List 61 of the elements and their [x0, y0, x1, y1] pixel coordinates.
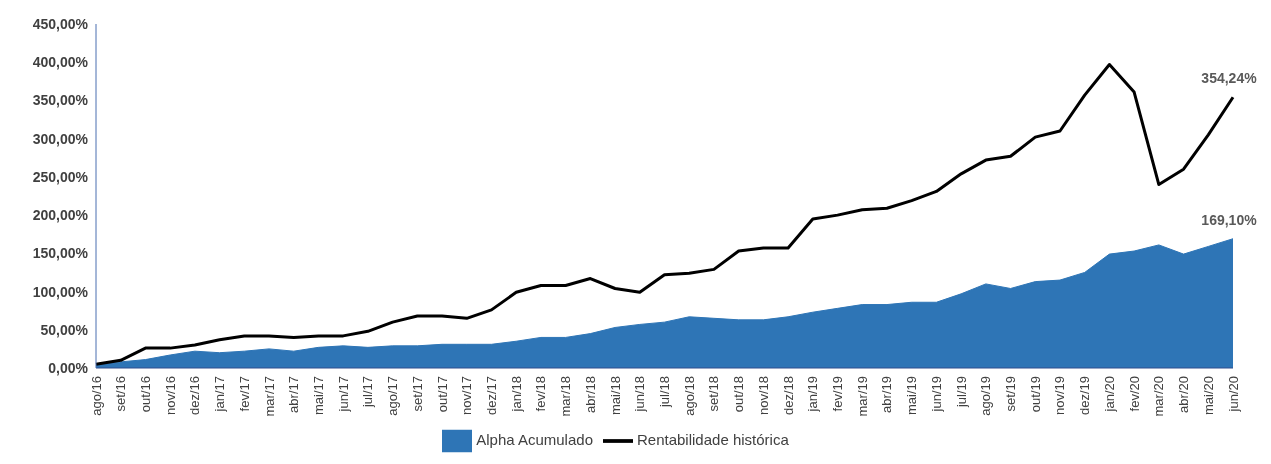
x-tick-label: out/18 — [731, 376, 747, 413]
x-tick-label: jan/20 — [1101, 376, 1117, 413]
x-tick-label: fev/17 — [236, 376, 252, 412]
x-tick-label: abr/19 — [879, 376, 895, 413]
x-tick-label: ago/18 — [681, 376, 697, 416]
x-tick-label: mai/20 — [1200, 376, 1216, 416]
data-label: 354,24% — [1201, 70, 1258, 87]
x-tick-label: dez/17 — [483, 376, 499, 416]
y-tick-label: 250,00% — [32, 168, 89, 185]
y-tick-label: 50,00% — [40, 321, 89, 338]
x-tick-label: fev/19 — [830, 376, 846, 412]
y-tick-label: 150,00% — [32, 245, 89, 262]
x-tick-label: set/16 — [113, 376, 129, 412]
x-tick-label: jan/18 — [508, 376, 524, 413]
x-tick-label: nov/19 — [1052, 376, 1068, 416]
x-tick-label: jun/20 — [1225, 376, 1241, 413]
x-tick-label: jan/19 — [805, 376, 821, 413]
x-tick-label: mai/19 — [904, 376, 920, 416]
x-tick-label: abr/17 — [286, 376, 302, 413]
x-tick-label: mai/17 — [310, 376, 326, 416]
legend-label: Alpha Acumulado — [476, 430, 593, 448]
x-tick-label: mar/17 — [261, 376, 277, 417]
y-tick-label: 0,00% — [48, 359, 89, 376]
y-tick-label: 450,00% — [32, 15, 89, 32]
x-tick-label: dez/16 — [187, 376, 203, 416]
x-tick-label: abr/18 — [582, 376, 598, 413]
x-tick-label: set/19 — [1003, 376, 1019, 412]
x-tick-label: nov/18 — [755, 376, 771, 416]
x-tick-label: mai/18 — [607, 376, 623, 416]
x-tick-label: set/17 — [409, 376, 425, 412]
x-tick-label: jun/19 — [928, 376, 944, 413]
y-tick-label: 100,00% — [32, 283, 89, 300]
legend-label: Rentabilidade histórica — [636, 430, 789, 448]
x-tick-label: jul/18 — [657, 376, 672, 409]
x-tick-label: out/17 — [434, 376, 450, 413]
x-tick-label: out/19 — [1027, 376, 1043, 413]
x-tick-label: mar/19 — [854, 376, 870, 417]
x-tick-label: ago/16 — [88, 376, 104, 416]
x-tick-label: ago/19 — [978, 376, 994, 416]
x-tick-label: jun/18 — [632, 376, 648, 413]
x-tick-label: ago/17 — [385, 376, 401, 416]
data-label: 169,10% — [1201, 211, 1258, 228]
x-tick-label: nov/16 — [162, 376, 178, 416]
x-tick-label: nov/17 — [459, 376, 475, 416]
y-tick-label: 200,00% — [32, 207, 89, 224]
x-tick-label: mar/20 — [1151, 376, 1167, 417]
x-tick-label: dez/19 — [1077, 376, 1093, 416]
y-tick-label: 300,00% — [32, 130, 89, 147]
x-tick-label: dez/18 — [780, 376, 796, 416]
x-tick-label: mar/18 — [558, 376, 574, 417]
x-tick-label: jun/17 — [335, 376, 351, 413]
x-tick-label: fev/18 — [533, 376, 549, 412]
x-tick-label: jul/19 — [953, 376, 969, 409]
x-tick-label: fev/20 — [1126, 376, 1142, 412]
y-tick-label: 400,00% — [32, 54, 89, 71]
x-tick-label: out/16 — [137, 376, 153, 413]
x-tick-label: abr/20 — [1176, 376, 1192, 413]
x-tick-label: jul/17 — [360, 376, 376, 409]
x-tick-label: set/18 — [706, 376, 722, 412]
x-tick-label: jan/17 — [212, 376, 228, 413]
y-tick-label: 350,00% — [32, 92, 89, 109]
